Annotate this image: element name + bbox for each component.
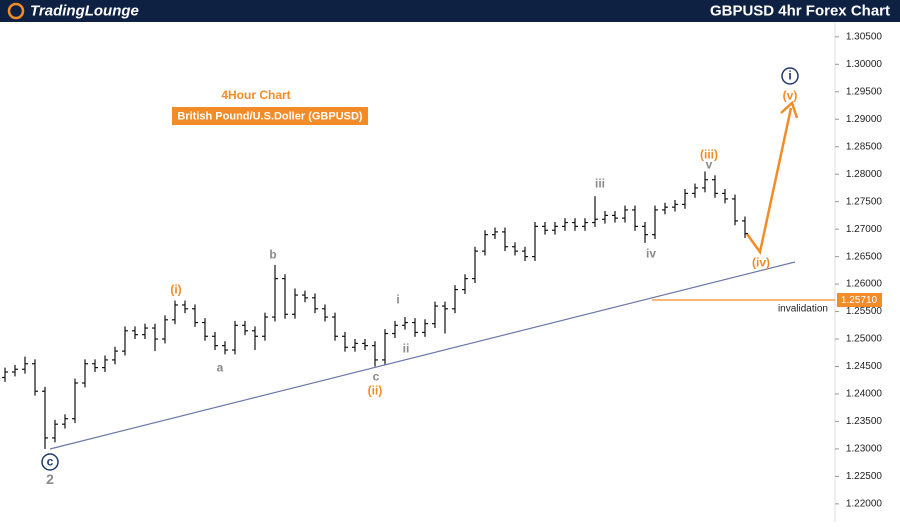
y-tick-label: 1.29500 — [846, 86, 883, 97]
subtitle: 4Hour Chart — [221, 88, 290, 102]
y-tick-label: 1.28000 — [846, 169, 883, 180]
logo: TradingLounge — [30, 2, 139, 19]
projection-path — [745, 107, 793, 256]
wave-label: c — [47, 455, 54, 469]
y-tick-label: 1.26000 — [846, 279, 883, 290]
y-tick-label: 1.22500 — [846, 471, 883, 482]
invalidation-text: invalidation — [778, 304, 828, 315]
wave-label: (i) — [170, 283, 181, 297]
y-tick-label: 1.25500 — [846, 306, 883, 317]
wave-label: (iii) — [700, 148, 718, 162]
y-tick-label: 1.30000 — [846, 59, 883, 70]
plot — [2, 171, 748, 449]
y-tick-label: 1.27000 — [846, 224, 883, 235]
y-tick-label: 1.28500 — [846, 141, 883, 152]
trend-line — [49, 261, 796, 450]
wave-label: ii — [403, 342, 410, 356]
invalidation-label-box — [837, 293, 882, 308]
wave-label: (v) — [783, 89, 798, 103]
y-tick-label: 1.23000 — [846, 444, 883, 455]
y-tick-label: 1.29000 — [846, 114, 883, 125]
y-tick-label: 1.25000 — [846, 334, 883, 345]
wave-circle — [41, 453, 59, 471]
wave-label: v — [706, 158, 713, 172]
invalidation-price: 1.25710 — [841, 295, 878, 306]
y-tick-label: 1.23500 — [846, 416, 883, 427]
projection-arrowhead — [780, 100, 799, 119]
header-bar — [0, 0, 900, 22]
chart-title: GBPUSD 4hr Forex Chart — [710, 2, 890, 19]
wave-label: c — [373, 370, 380, 384]
wave-label: iii — [595, 177, 605, 191]
y-tick-label: 1.24000 — [846, 389, 883, 400]
logo-icon — [7, 2, 25, 20]
wave-label: (ii) — [368, 384, 383, 398]
y-tick-label: 1.27500 — [846, 196, 883, 207]
y-tick-label: 1.22000 — [846, 499, 883, 510]
instrument-box — [172, 107, 368, 125]
wave-label: i — [396, 293, 399, 307]
wave-label: 2 — [46, 471, 54, 487]
y-tick-label: 1.24500 — [846, 361, 883, 372]
wave-label: (iv) — [752, 256, 770, 270]
wave-label: iv — [646, 247, 656, 261]
wave-label: b — [269, 248, 276, 262]
instrument: British Pound/U.S.Doller (GBPUSD) — [177, 110, 363, 122]
wave-circle — [781, 67, 799, 85]
wave-label: i — [788, 69, 791, 83]
y-tick-label: 1.26500 — [846, 251, 883, 262]
wave-label: a — [217, 361, 224, 375]
y-tick-label: 1.30500 — [846, 31, 883, 42]
